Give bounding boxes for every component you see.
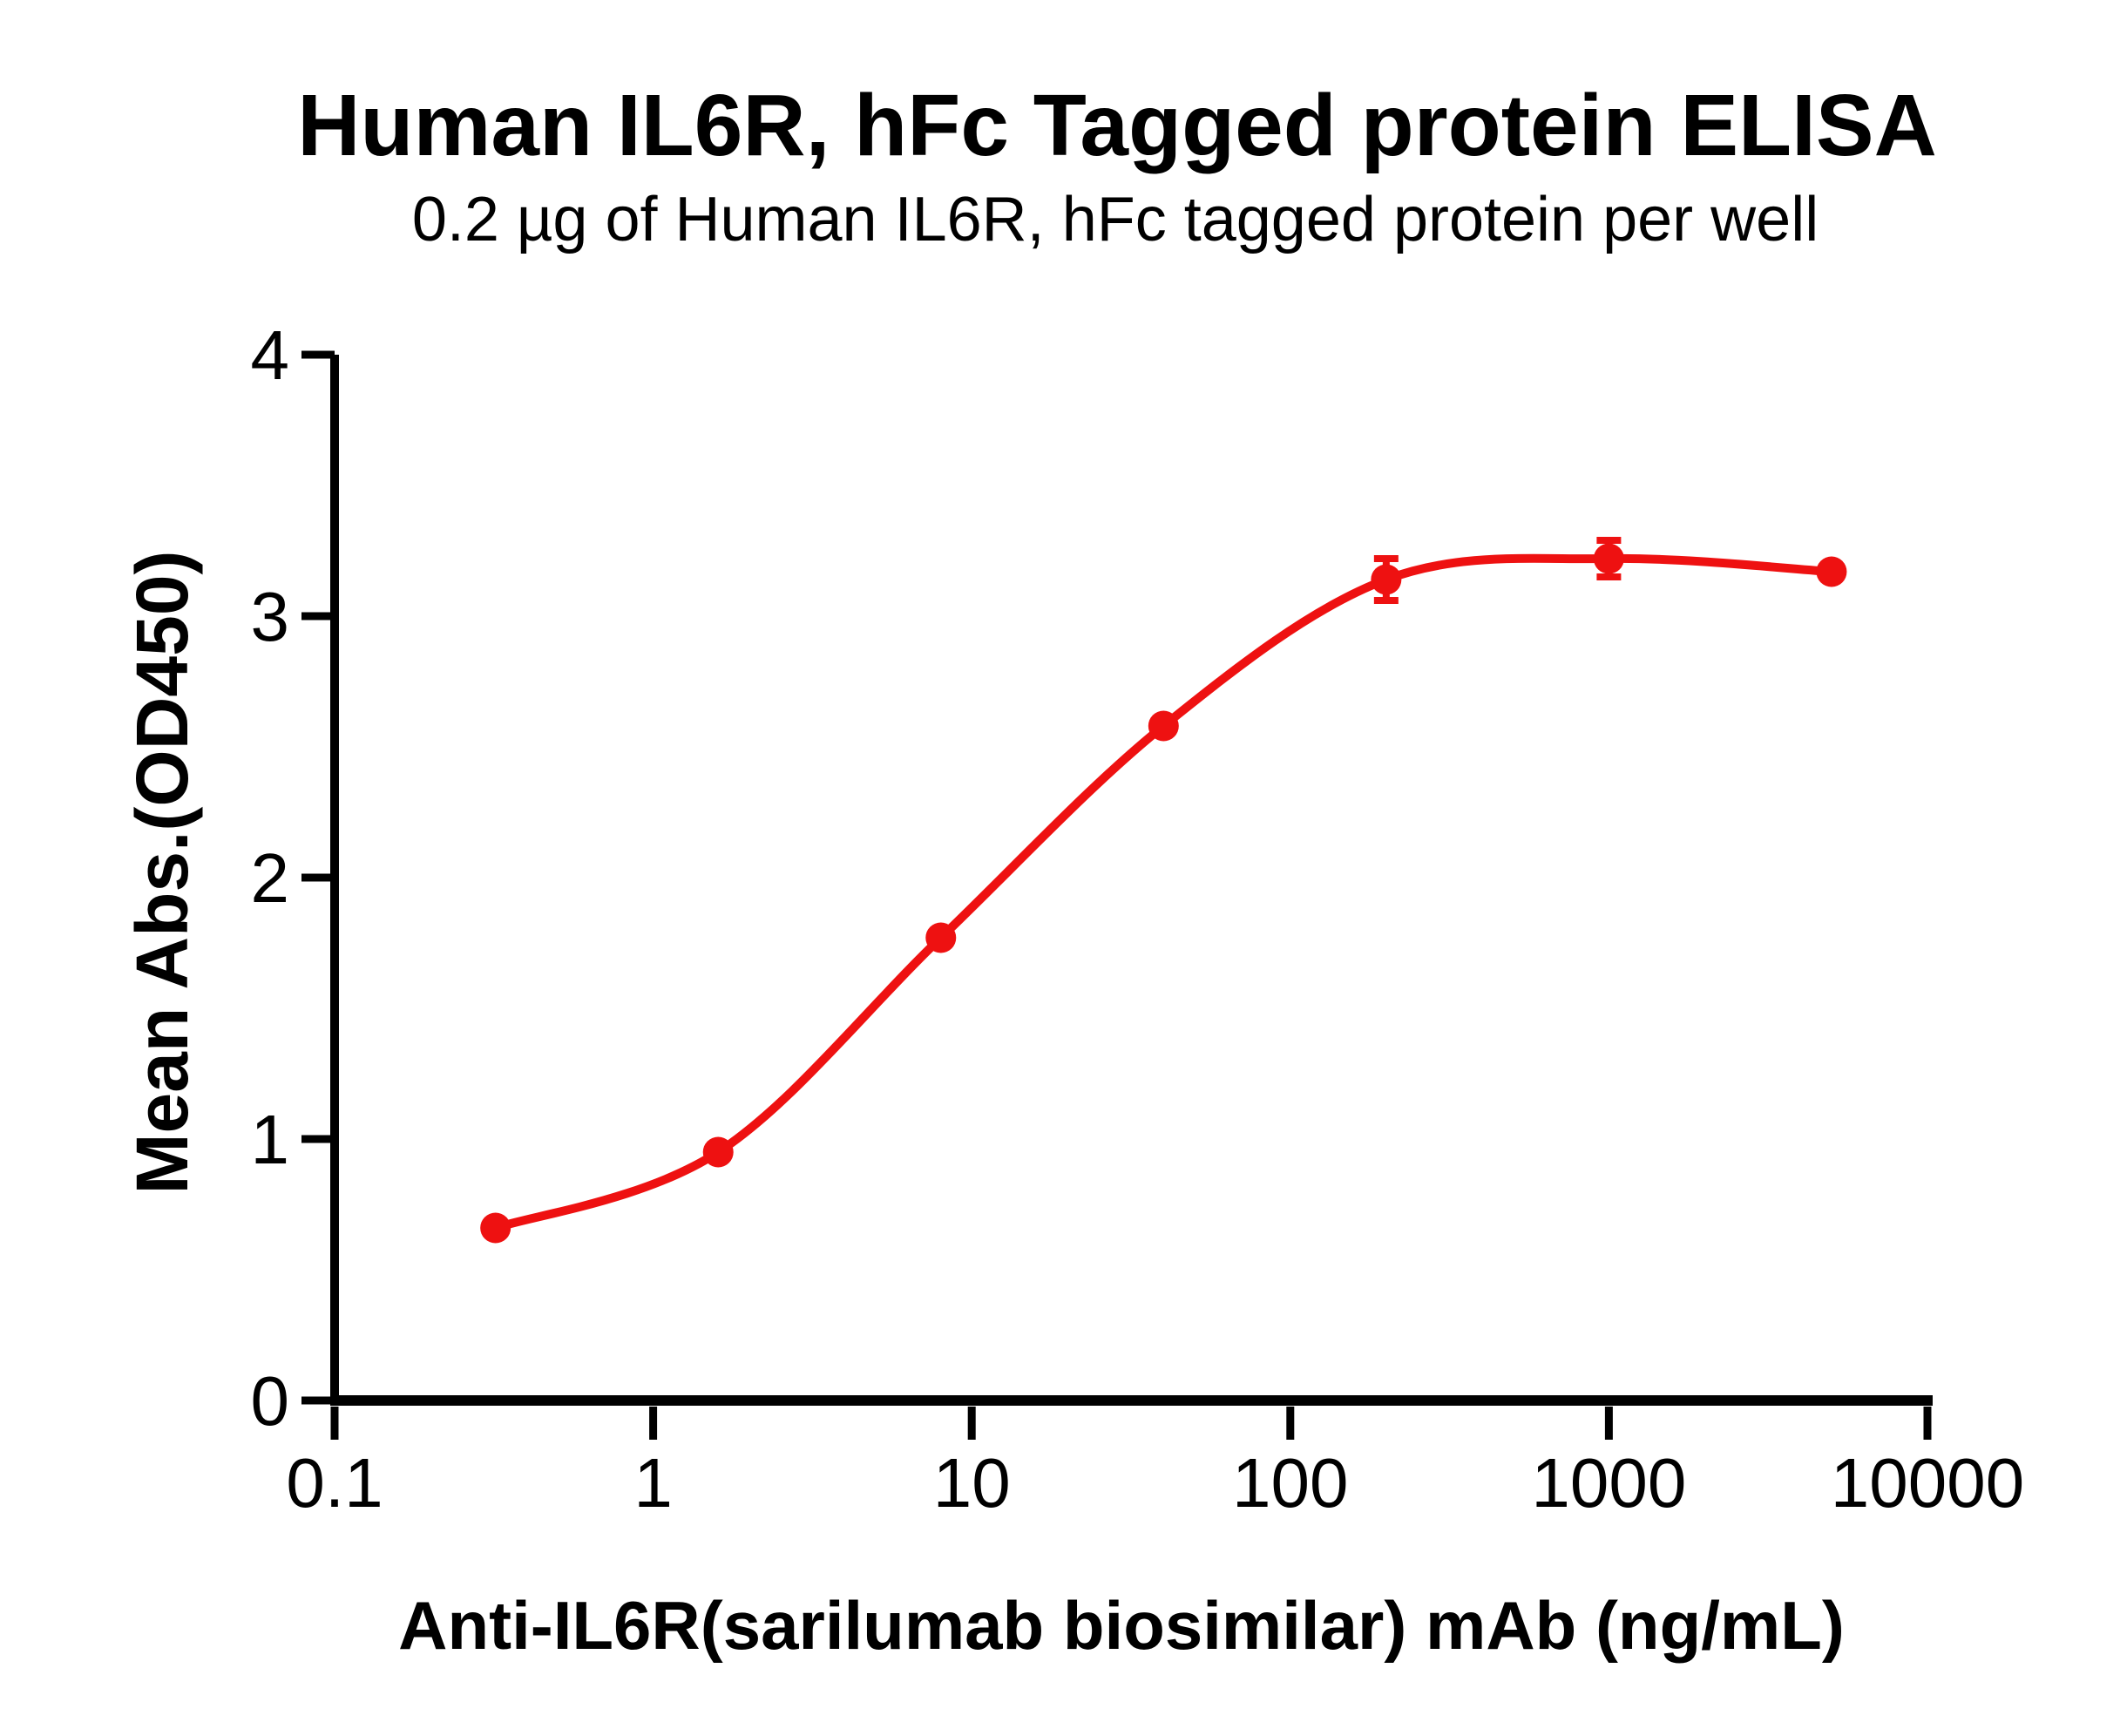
y-tick-label: 0	[251, 1362, 290, 1440]
plot-area: 0 1 2 3 4 0.1 1 10 100 1000 10000	[251, 316, 2025, 1522]
data-point-marker	[1371, 564, 1402, 595]
y-tick-label: 1	[251, 1101, 290, 1178]
x-tick-label: 1000	[1531, 1444, 1686, 1522]
chart-title: Human IL6R, hFc Tagged protein ELISA	[297, 77, 1937, 174]
data-point-marker	[702, 1136, 734, 1168]
x-tick-label: 0.1	[286, 1444, 383, 1522]
y-tick-label: 2	[251, 839, 290, 917]
x-tick-label: 10	[933, 1444, 1011, 1522]
data-point-marker	[925, 922, 957, 953]
data-point-marker	[1148, 710, 1179, 742]
y-axis-title: Mean Abs.(OD450)	[121, 550, 203, 1194]
data-point-marker	[1593, 543, 1624, 574]
x-tick-label: 100	[1232, 1444, 1348, 1522]
y-tick-label: 4	[251, 316, 290, 394]
data-point-marker	[1816, 556, 1847, 587]
chart-subtitle: 0.2 µg of Human IL6R, hFc tagged protein…	[412, 185, 1819, 254]
x-tick-label: 1	[633, 1444, 673, 1522]
y-tick-label: 3	[251, 578, 290, 655]
x-tick-label: 10000	[1831, 1444, 2024, 1522]
data-point-marker	[480, 1212, 511, 1244]
x-axis-title: Anti-IL6R(sarilumab biosimilar) mAb (ng/…	[398, 1587, 1845, 1664]
